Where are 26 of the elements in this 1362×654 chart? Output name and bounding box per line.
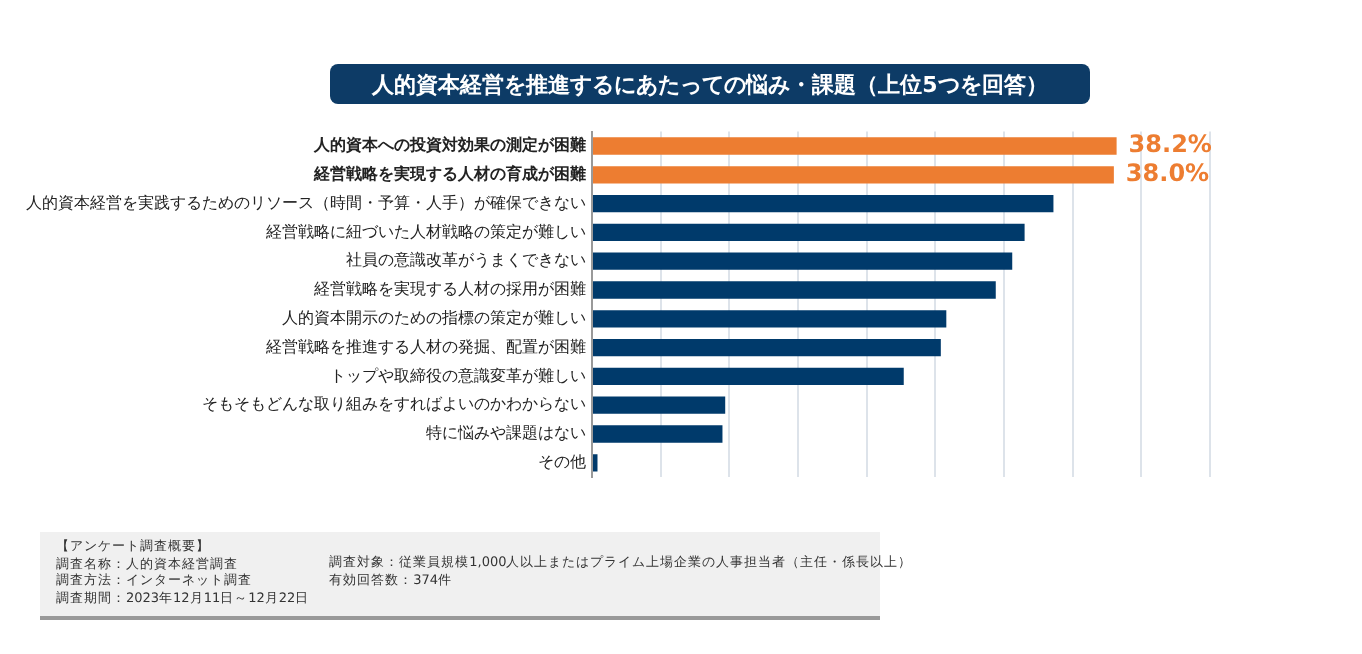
y-tick-label: トップや取締役の意識変革が難しい (330, 366, 586, 385)
bar (593, 223, 1025, 242)
y-tick-label: 社員の意識改革がうまくできない (346, 251, 586, 270)
data-label: 38.2% (1128, 130, 1212, 159)
bar (593, 425, 723, 443)
bar (593, 367, 904, 386)
bar (593, 396, 726, 414)
y-tick-label: 人的資本経営を実践するためのリソース（時間・予算・人手）が確保できない (26, 193, 586, 212)
chart-title: 人的資本経営を推進するにあたっての悩み・課題（上位5つを回答） (330, 64, 1090, 104)
y-tick-label: 特に悩みや課題はない (426, 424, 586, 443)
y-tick-label: 経営戦略を実現する人材の採用が困難 (312, 280, 586, 299)
data-label: 38.0% (1125, 159, 1210, 188)
bar (593, 281, 996, 299)
bar (593, 194, 1054, 213)
bar (593, 338, 941, 357)
bar (593, 310, 947, 328)
y-tick-label: 人的資本への投資対効果の測定が困難 (312, 134, 586, 155)
y-tick-label: 経営戦略を推進する人材の発掘、配置が困難 (264, 337, 586, 356)
y-tick-label: 経営戦略に紐づいた人材戦略の策定が難しい (264, 222, 586, 241)
y-tick-label: 経営戦略を実現する人材の育成が困難 (312, 162, 586, 183)
bar (593, 137, 1117, 155)
bar (593, 166, 1114, 184)
y-tick-label: その他 (538, 452, 586, 471)
y-tick-label: そもそもどんな取り組みをすればよいのかわからない (202, 395, 586, 414)
bar (593, 252, 1013, 270)
y-tick-label: 人的資本開示のための指標の策定が難しい (282, 308, 586, 327)
